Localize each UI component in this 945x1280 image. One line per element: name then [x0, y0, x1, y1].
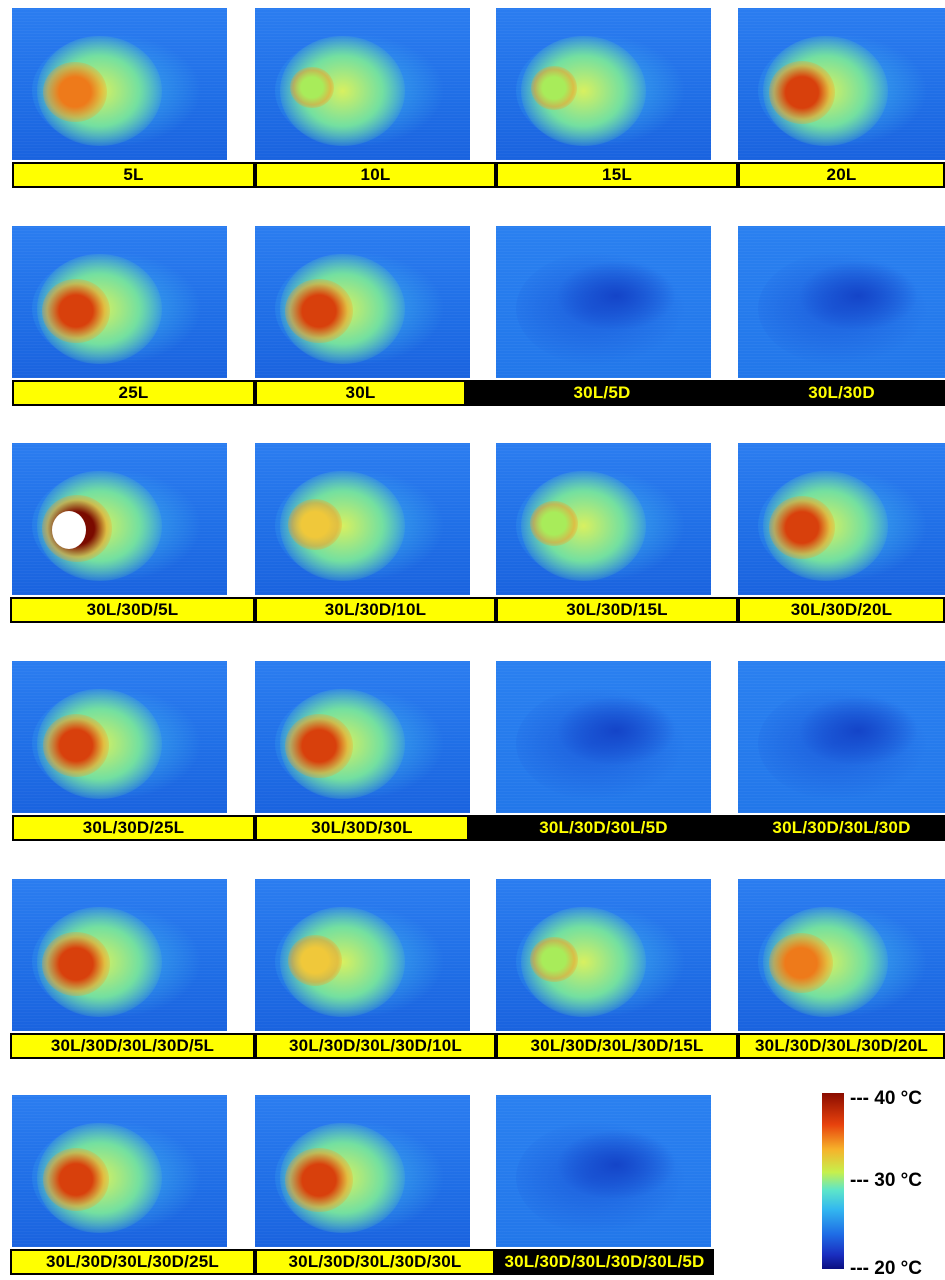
cool-silhouette — [556, 696, 676, 766]
legend-label-max: --- 40 °C — [850, 1088, 922, 1109]
hot-spot — [42, 1148, 109, 1211]
condition-label: 30L/30D/30L/30D/30L/5D — [495, 1249, 714, 1275]
thermal-image — [738, 661, 945, 813]
hot-spot — [42, 714, 109, 777]
hot-spot — [42, 931, 111, 997]
thermal-image — [496, 8, 711, 160]
thermal-image — [12, 8, 227, 160]
hot-spot — [768, 61, 835, 124]
condition-label: 30L — [255, 380, 466, 406]
condition-label: 10L — [255, 162, 496, 188]
condition-label: 15L — [496, 162, 738, 188]
hot-spot — [530, 500, 579, 547]
condition-label: 30L/30D/30L/30D/25L — [10, 1249, 255, 1275]
condition-label: 30L/30D/20L — [738, 597, 945, 623]
condition-label: 30L/30D/15L — [496, 597, 738, 623]
hot-spot — [285, 278, 354, 344]
condition-label: 30L/30D/30L/30D/20L — [738, 1033, 945, 1059]
thermal-image — [255, 879, 470, 1031]
thermal-image — [255, 661, 470, 813]
hot-spot — [288, 935, 343, 987]
hot-spot — [530, 66, 577, 110]
hot-spot — [768, 496, 835, 559]
condition-label: 30L/30D — [738, 380, 945, 406]
thermal-image — [496, 879, 711, 1031]
thermal-image — [255, 1095, 470, 1247]
hot-spot — [42, 278, 111, 344]
hot-spot — [285, 713, 354, 779]
thermal-image — [738, 8, 945, 160]
legend-label-mid: --- 30 °C — [850, 1170, 922, 1191]
saturated-spot — [52, 511, 86, 549]
hot-spot — [288, 499, 343, 551]
thermal-image — [738, 879, 945, 1031]
thermal-image — [12, 879, 227, 1031]
legend-label-min: --- 20 °C — [850, 1258, 922, 1279]
thermal-image — [496, 1095, 711, 1247]
condition-label: 25L — [12, 380, 255, 406]
hot-spot — [769, 932, 834, 994]
thermal-image — [496, 226, 711, 378]
thermal-image — [496, 443, 711, 595]
cool-silhouette — [798, 696, 918, 766]
thermal-image — [12, 661, 227, 813]
condition-label: 30L/30D/5L — [10, 597, 255, 623]
condition-label: 30L/5D — [466, 380, 738, 406]
thermal-image — [255, 8, 470, 160]
condition-label: 30L/30D/10L — [255, 597, 496, 623]
thermal-image — [12, 226, 227, 378]
condition-label: 5L — [12, 162, 255, 188]
condition-label: 30L/30D/30L/30D/15L — [496, 1033, 738, 1059]
cool-silhouette — [556, 261, 676, 331]
cool-silhouette — [556, 1130, 676, 1200]
condition-label: 30L/30D/30L/30D/10L — [255, 1033, 496, 1059]
thermal-image — [12, 443, 227, 595]
condition-label: 30L/30D/30L/5D — [469, 815, 738, 841]
hot-spot — [43, 61, 108, 123]
condition-label: 30L/30D/30L — [255, 815, 469, 841]
hot-spot — [530, 936, 579, 983]
temperature-colorbar — [822, 1093, 844, 1269]
thermal-image — [496, 661, 711, 813]
thermal-image — [738, 226, 945, 378]
condition-label: 30L/30D/25L — [12, 815, 255, 841]
condition-label: 20L — [738, 162, 945, 188]
cool-silhouette — [798, 261, 918, 331]
condition-label: 30L/30D/30L/30D — [738, 815, 945, 841]
thermal-image — [255, 226, 470, 378]
hot-spot — [290, 66, 335, 109]
thermal-image — [738, 443, 945, 595]
hot-spot — [285, 1147, 354, 1213]
condition-label: 30L/30D/30L/30D/5L — [10, 1033, 255, 1059]
condition-label: 30L/30D/30L/30D/30L — [255, 1249, 495, 1275]
thermal-image — [255, 443, 470, 595]
thermal-image — [12, 1095, 227, 1247]
